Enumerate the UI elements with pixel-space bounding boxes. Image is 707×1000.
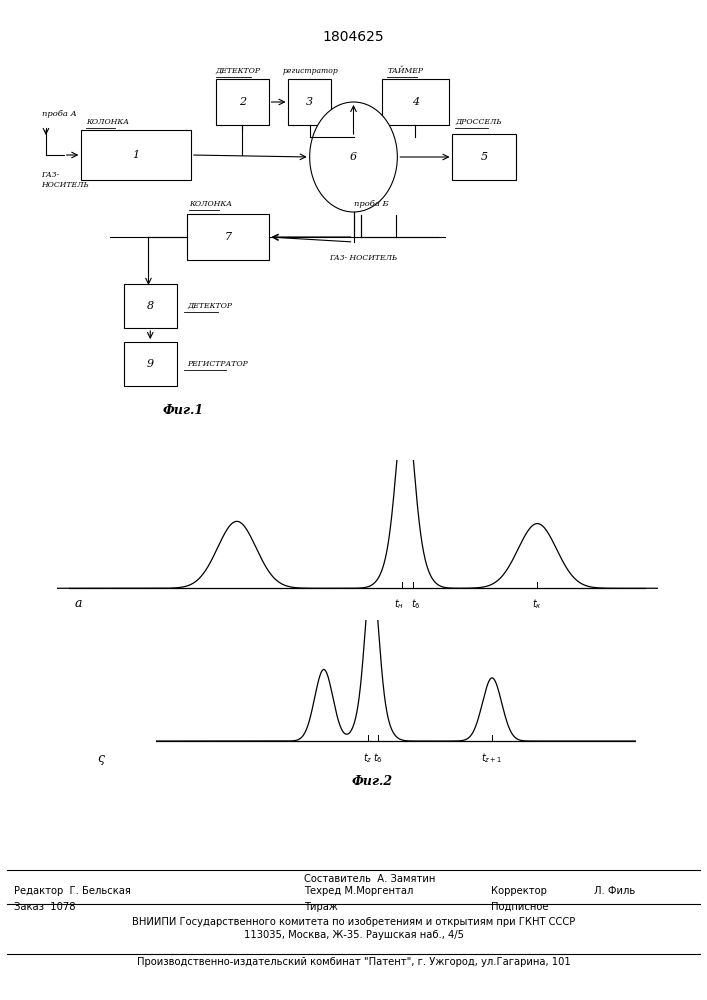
Bar xyxy=(288,79,331,125)
Text: Тираж: Тираж xyxy=(304,902,338,912)
Text: ГАЗ- НОСИТЕЛЬ: ГАЗ- НОСИТЕЛЬ xyxy=(329,254,397,262)
Text: 4: 4 xyxy=(411,97,419,107)
Text: РЕГИСТРАТОР: РЕГИСТРАТОР xyxy=(187,360,248,368)
Text: 1: 1 xyxy=(132,150,140,160)
Text: Составитель  А. Замятин: Составитель А. Замятин xyxy=(304,874,436,884)
Text: Фиг.1: Фиг.1 xyxy=(163,404,204,417)
Text: Редактор  Г. Бельская: Редактор Г. Бельская xyxy=(14,886,131,896)
Text: регистратор: регистратор xyxy=(283,67,339,75)
Text: 5: 5 xyxy=(481,152,488,162)
Text: $t_6$: $t_6$ xyxy=(411,597,421,611)
Text: $t_6$: $t_6$ xyxy=(373,752,382,765)
Text: ВНИИПИ Государственного комитета по изобретениям и открытиям при ГКНТ СССР: ВНИИПИ Государственного комитета по изоб… xyxy=(132,917,575,927)
Text: 113035, Москва, Ж-35. Раушская наб., 4/5: 113035, Москва, Ж-35. Раушская наб., 4/5 xyxy=(243,930,464,940)
Text: проба А: проба А xyxy=(42,110,77,118)
Text: $t_н$: $t_н$ xyxy=(394,597,404,611)
Bar xyxy=(216,79,269,125)
Ellipse shape xyxy=(310,102,397,212)
Text: 1804625: 1804625 xyxy=(322,30,385,44)
Text: 6: 6 xyxy=(350,152,357,162)
Text: проба Б: проба Б xyxy=(354,200,388,208)
Bar xyxy=(81,130,191,180)
Text: Фиг.2: Фиг.2 xyxy=(351,775,392,788)
Text: Техред М.Моргентал: Техред М.Моргентал xyxy=(304,886,414,896)
Text: Производственно-издательский комбинат "Патент", г. Ужгород, ул.Гагарина, 101: Производственно-издательский комбинат "П… xyxy=(136,957,571,967)
Text: ДЕТЕКТОР: ДЕТЕКТОР xyxy=(216,67,261,75)
Bar xyxy=(124,342,177,386)
Text: Л. Филь: Л. Филь xyxy=(594,886,635,896)
Text: $t_{z+1}$: $t_{z+1}$ xyxy=(481,752,503,765)
Text: $t_z$: $t_z$ xyxy=(363,752,373,765)
Text: ДЕТЕКТОР: ДЕТЕКТОР xyxy=(187,302,233,310)
Text: 8: 8 xyxy=(146,301,154,311)
Text: Подписное: Подписное xyxy=(491,902,549,912)
Bar xyxy=(187,214,269,260)
Text: 9: 9 xyxy=(146,359,154,369)
Bar xyxy=(382,79,449,125)
Text: ДРОССЕЛЬ: ДРОССЕЛЬ xyxy=(455,118,502,126)
Bar xyxy=(124,284,177,328)
Text: ГАЗ-
НОСИТЕЛЬ: ГАЗ- НОСИТЕЛЬ xyxy=(41,171,88,189)
Text: Заказ  1078: Заказ 1078 xyxy=(14,902,76,912)
Text: $t_к$: $t_к$ xyxy=(532,597,542,611)
Text: Корректор: Корректор xyxy=(491,886,547,896)
Text: 2: 2 xyxy=(238,97,246,107)
Text: ТАЙМЕР: ТАЙМЕР xyxy=(387,67,423,75)
Text: КОЛОНКА: КОЛОНКА xyxy=(189,200,233,208)
Text: КОЛОНКА: КОЛОНКА xyxy=(86,118,129,126)
Text: а: а xyxy=(75,597,82,610)
Text: 7: 7 xyxy=(224,232,232,242)
Text: ς: ς xyxy=(98,752,105,765)
Bar xyxy=(452,134,516,180)
Text: 3: 3 xyxy=(306,97,313,107)
